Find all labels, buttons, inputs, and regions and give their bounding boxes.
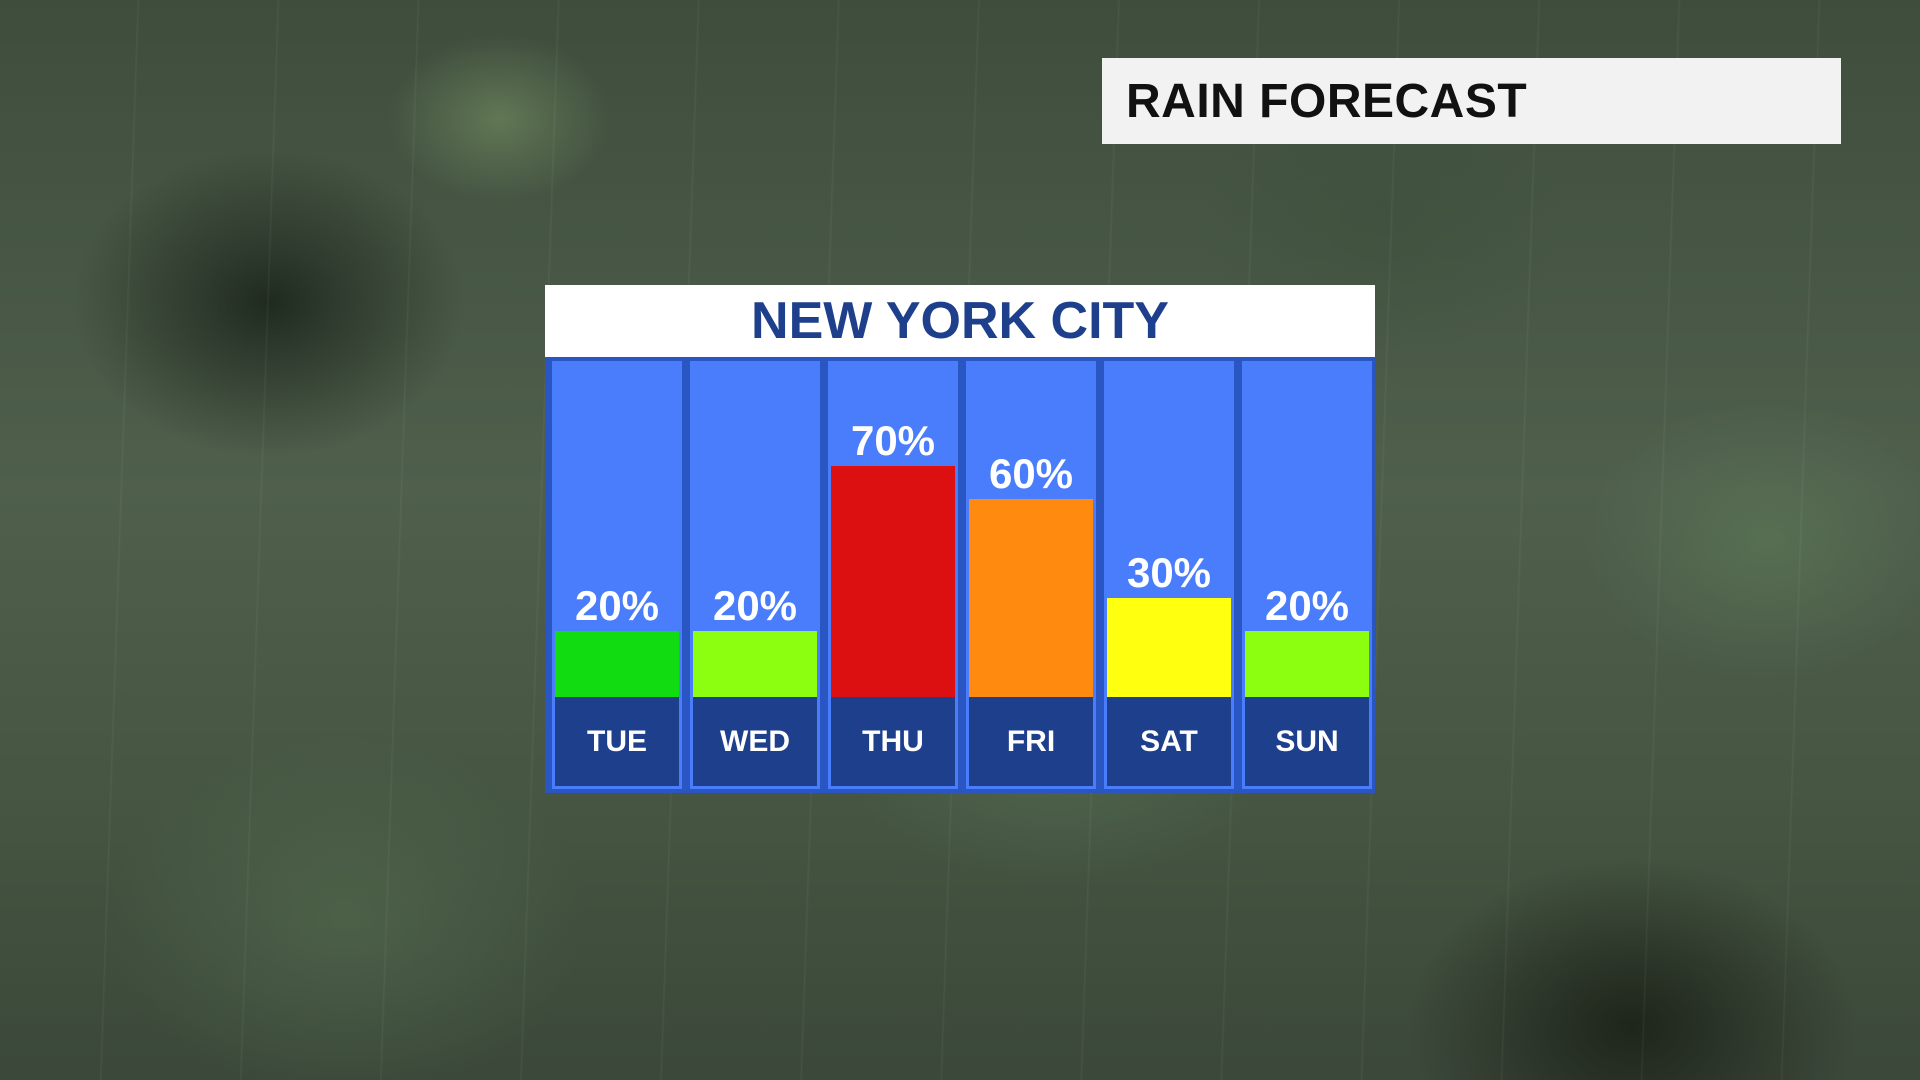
forecast-panel: NEW YORK CITY 20% TUE 20% WED 70% THU 60% FRI 30… — [545, 285, 1375, 793]
day-column-fri: 60% FRI — [966, 361, 1096, 789]
rain-chance-bar — [693, 631, 817, 697]
rain-chance-bar — [1245, 631, 1369, 697]
rain-chance-bar — [831, 466, 955, 697]
rain-chance-bar — [1107, 598, 1231, 697]
rain-chance-bar — [555, 631, 679, 697]
rain-chance-bar — [969, 499, 1093, 697]
day-column-thu: 70% THU — [828, 361, 958, 789]
day-label: WED — [693, 697, 817, 786]
day-label: SAT — [1107, 697, 1231, 786]
bar-chart-area: 20% TUE 20% WED 70% THU 60% FRI 30% SAT 20% SUN — [545, 357, 1375, 793]
rain-chance-label: 20% — [574, 582, 660, 629]
rain-chance-label: 30% — [1126, 549, 1212, 596]
city-header: NEW YORK CITY — [545, 285, 1375, 357]
rain-chance-label: 20% — [1264, 582, 1350, 629]
chart-title: NEW YORK CITY — [751, 292, 1169, 350]
day-column-sat: 30% SAT — [1104, 361, 1234, 789]
day-column-sun: 20% SUN — [1242, 361, 1372, 789]
rain-forecast-title: RAIN FORECAST — [1126, 74, 1528, 128]
day-column-wed: 20% WED — [690, 361, 820, 789]
rain-chance-label: 70% — [850, 417, 936, 464]
day-label: FRI — [969, 697, 1093, 786]
rain-chance-label: 20% — [712, 582, 798, 629]
day-label: SUN — [1245, 697, 1369, 786]
rain-chance-label: 60% — [988, 450, 1074, 497]
day-column-tue: 20% TUE — [552, 361, 682, 789]
rain-forecast-title-bar: RAIN FORECAST — [1102, 58, 1841, 144]
day-label: TUE — [555, 697, 679, 786]
day-label: THU — [831, 697, 955, 786]
